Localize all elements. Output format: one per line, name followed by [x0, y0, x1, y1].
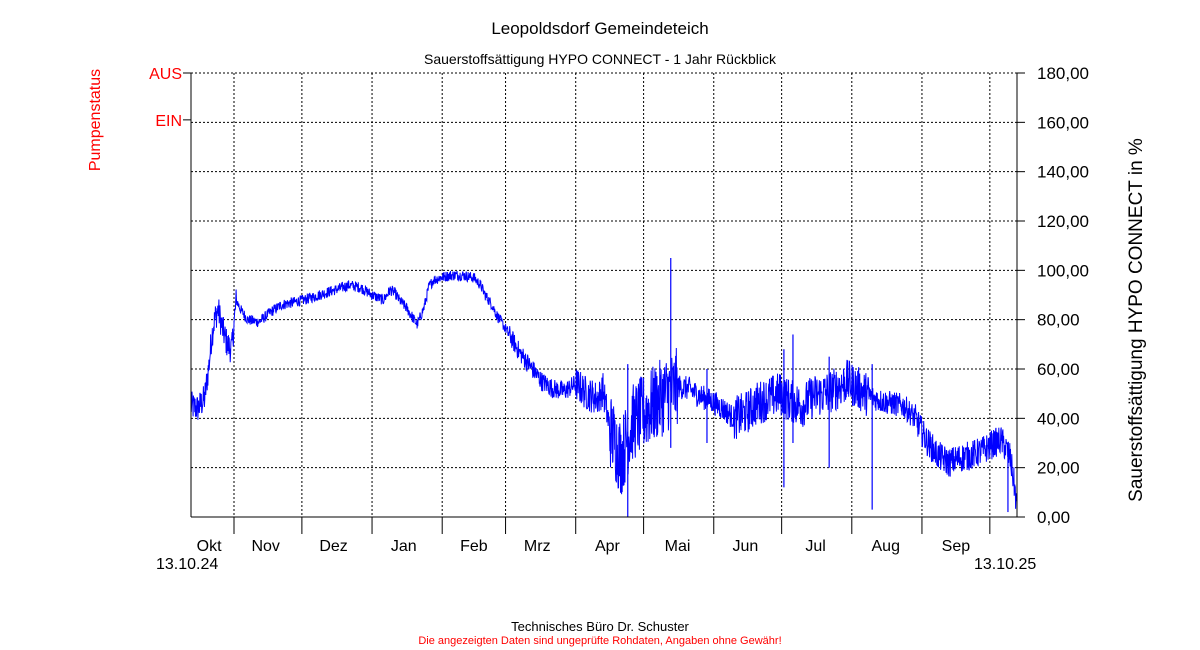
y-tick-label: 80,00	[1037, 311, 1080, 330]
x-tick-label: Dez	[319, 538, 347, 555]
y-tick-label: 40,00	[1037, 409, 1080, 428]
pump-status-axis-label: Pumpenstatus	[87, 68, 104, 172]
x-tick-label: Jun	[733, 538, 759, 555]
x-tick-label: Okt	[197, 538, 222, 555]
series-layer	[190, 258, 1018, 517]
x-tick-label: Jul	[805, 538, 825, 555]
y-tick-label: 0,00	[1037, 508, 1070, 527]
pump-tick-label-off: AUS	[149, 66, 182, 83]
footer-disclaimer: Die angezeigten Daten sind ungeprüfte Ro…	[418, 635, 782, 647]
x-tick-label: Aug	[872, 538, 900, 555]
y-tick-label: 120,00	[1037, 212, 1089, 231]
series-line	[190, 271, 1018, 509]
y-tick-label: 20,00	[1037, 459, 1080, 478]
x-tick-label: Mrz	[524, 538, 551, 555]
y-tick-label: 140,00	[1037, 163, 1089, 182]
date-end-label: 13.10.25	[974, 556, 1037, 573]
y-tick-label: 180,00	[1037, 64, 1089, 83]
footer-company: Technisches Büro Dr. Schuster	[511, 619, 689, 634]
y-tick-label: 60,00	[1037, 360, 1080, 379]
chart-title: Leopoldsdorf Gemeindeteich	[491, 19, 709, 38]
y-axis-label: Sauerstoffsättigung HYPO CONNECT in %	[1126, 138, 1147, 502]
x-tick-label: Apr	[595, 538, 621, 555]
y-tick-label: 160,00	[1037, 113, 1089, 132]
date-start-label: 13.10.24	[156, 556, 219, 573]
x-tick-label: Sep	[942, 538, 971, 555]
x-tick-label: Feb	[460, 538, 488, 555]
x-tick-label: Nov	[251, 538, 279, 555]
y-tick-label: 100,00	[1037, 261, 1089, 280]
x-tick-label: Jan	[391, 538, 417, 555]
tick-layer: 0,00 20,00 40,00 60,00 80,00 100,00 120,00 140,…	[149, 64, 1089, 555]
chart-subtitle: Sauerstoffsättigung HYPO CONNECT - 1 Jah…	[424, 51, 776, 67]
plot-frame	[190, 72, 1018, 518]
pump-tick-label-on: EIN	[155, 113, 182, 130]
x-tick-label: Mai	[665, 538, 691, 555]
